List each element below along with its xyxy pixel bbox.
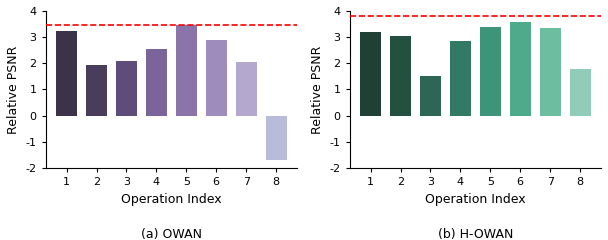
X-axis label: Operation Index: Operation Index: [121, 192, 222, 206]
Bar: [116, 61, 137, 116]
Bar: [510, 22, 531, 116]
Bar: [420, 76, 441, 116]
Title: (b) H-OWAN: (b) H-OWAN: [438, 228, 513, 240]
Title: (a) OWAN: (a) OWAN: [141, 228, 202, 240]
Bar: [176, 25, 197, 116]
X-axis label: Operation Index: Operation Index: [425, 192, 526, 206]
Bar: [540, 28, 561, 116]
Bar: [480, 27, 501, 116]
Bar: [450, 41, 471, 116]
Bar: [570, 69, 590, 116]
Bar: [236, 62, 257, 116]
Bar: [146, 49, 167, 116]
Bar: [390, 36, 411, 116]
Bar: [86, 65, 107, 116]
Bar: [360, 32, 381, 116]
Bar: [56, 30, 77, 116]
Y-axis label: Relative PSNR: Relative PSNR: [311, 45, 324, 134]
Bar: [206, 40, 227, 116]
Bar: [266, 116, 286, 160]
Y-axis label: Relative PSNR: Relative PSNR: [7, 45, 20, 134]
